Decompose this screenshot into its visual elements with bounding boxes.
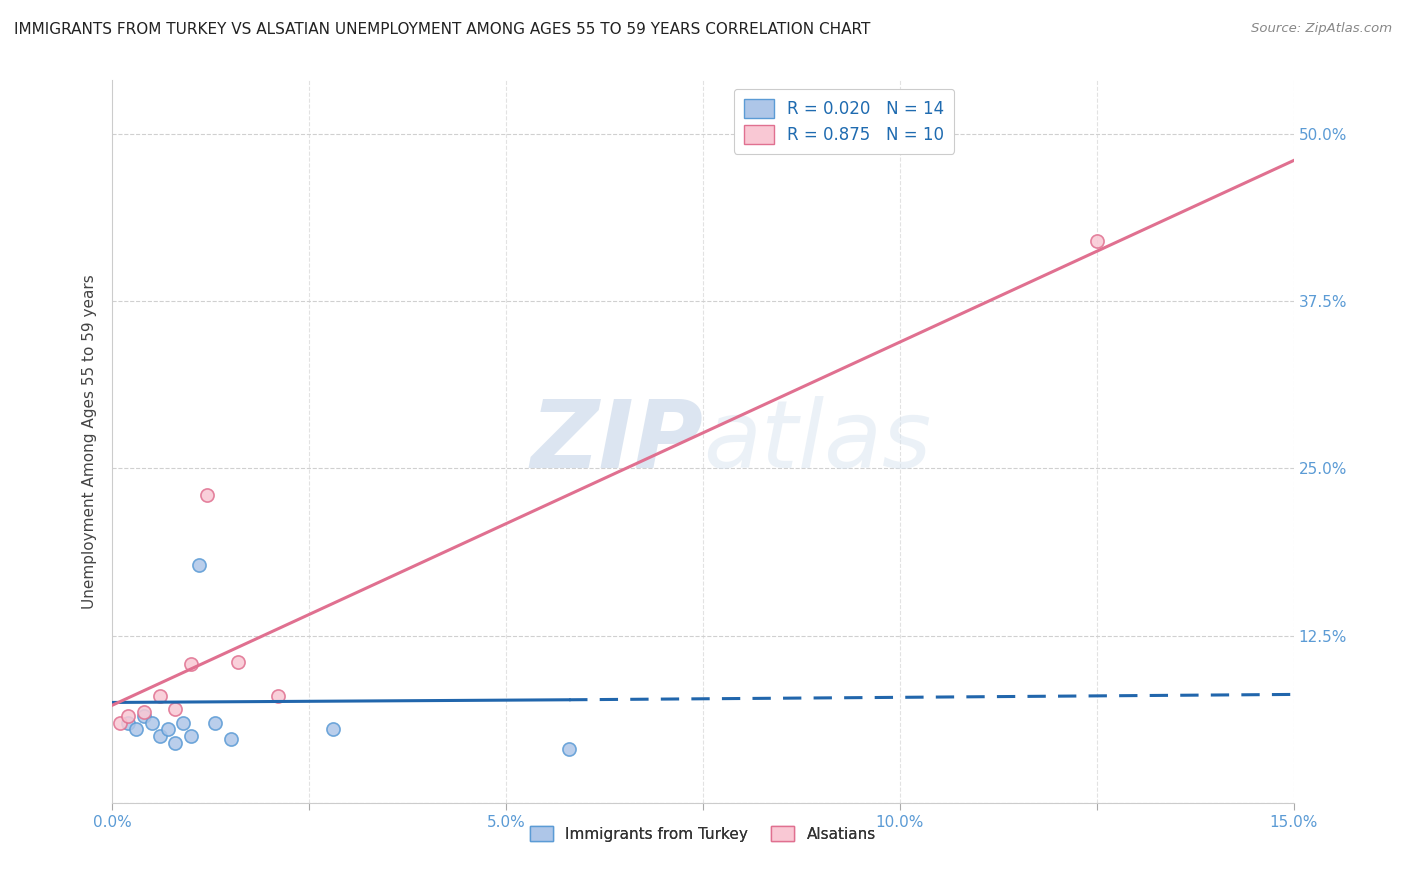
Y-axis label: Unemployment Among Ages 55 to 59 years: Unemployment Among Ages 55 to 59 years: [82, 274, 97, 609]
Text: IMMIGRANTS FROM TURKEY VS ALSATIAN UNEMPLOYMENT AMONG AGES 55 TO 59 YEARS CORREL: IMMIGRANTS FROM TURKEY VS ALSATIAN UNEMP…: [14, 22, 870, 37]
Point: [125, 723, 148, 737]
Point: [228, 655, 250, 669]
Text: ZIP: ZIP: [530, 395, 703, 488]
Point: [110, 715, 132, 730]
Point: [172, 715, 194, 730]
Text: atlas: atlas: [703, 396, 931, 487]
Point: [149, 729, 172, 743]
Point: [204, 715, 226, 730]
Point: [165, 702, 187, 716]
Point: [188, 558, 211, 572]
Point: [149, 689, 172, 703]
Point: [141, 715, 163, 730]
Point: [165, 735, 187, 749]
Point: [558, 742, 581, 756]
Point: [267, 689, 290, 703]
Point: [117, 715, 139, 730]
Point: [195, 488, 218, 502]
Point: [180, 657, 202, 671]
Point: [219, 731, 242, 746]
Point: [1085, 234, 1108, 248]
Point: [132, 705, 155, 719]
Point: [156, 723, 179, 737]
Legend: Immigrants from Turkey, Alsatians: Immigrants from Turkey, Alsatians: [523, 818, 883, 849]
Point: [132, 708, 155, 723]
Point: [322, 723, 344, 737]
Point: [180, 729, 202, 743]
Point: [117, 708, 139, 723]
Text: Source: ZipAtlas.com: Source: ZipAtlas.com: [1251, 22, 1392, 36]
